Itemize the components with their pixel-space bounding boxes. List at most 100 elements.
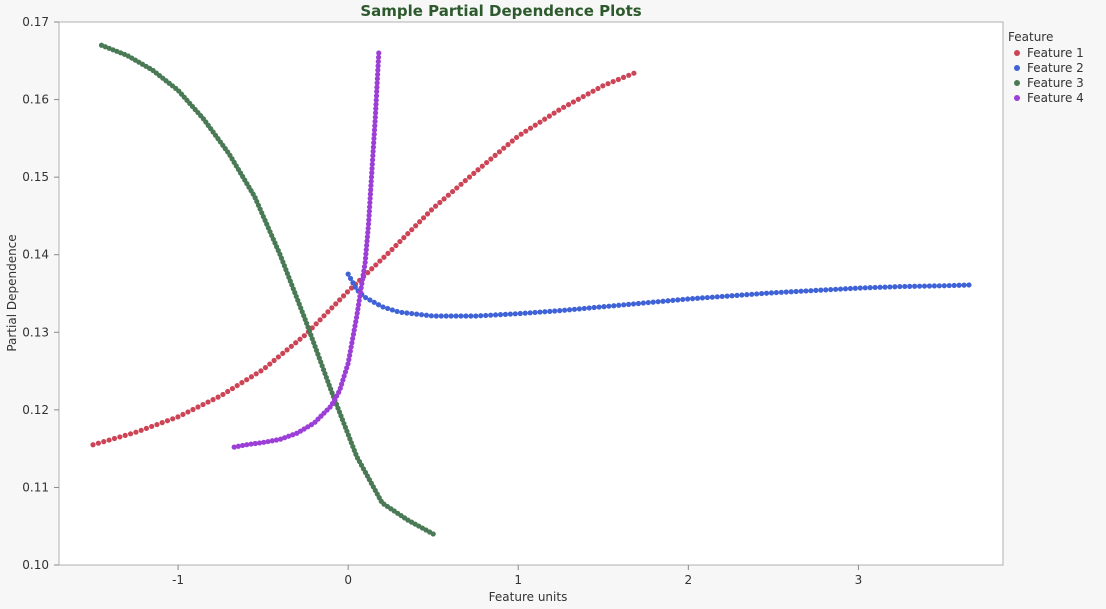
- data-point: [492, 152, 498, 158]
- data-point: [595, 85, 601, 92]
- data-point: [154, 421, 160, 428]
- data-point: [759, 290, 765, 297]
- data-point: [902, 283, 908, 290]
- data-point: [561, 104, 567, 110]
- data-point: [271, 357, 277, 364]
- data-point: [921, 283, 928, 289]
- data-point: [428, 313, 434, 319]
- data-point: [374, 80, 380, 86]
- data-point: [240, 442, 246, 449]
- data-point: [231, 444, 237, 450]
- data-point: [420, 215, 427, 221]
- data-point: [376, 50, 382, 56]
- data-point: [235, 443, 241, 449]
- data-point: [394, 308, 400, 315]
- data-point: [234, 382, 240, 389]
- y-tick-label: 0.12: [22, 403, 49, 417]
- data-point: [355, 302, 362, 308]
- data-point: [645, 299, 651, 306]
- data-point: [729, 293, 735, 299]
- data-point: [278, 436, 284, 442]
- data-point: [912, 283, 918, 289]
- axes: -1 0 1 2 3 0.10 0.11 0.12 0.13 0.14 0.15 0.16 0.17: [22, 15, 862, 587]
- data-point: [532, 309, 538, 316]
- legend-item: Feature 1: [1014, 46, 1084, 60]
- y-tick-label: 0.14: [22, 248, 49, 262]
- data-point: [433, 313, 439, 319]
- data-point: [248, 441, 254, 447]
- data-point: [190, 406, 196, 413]
- legend-label: Feature 4: [1027, 91, 1084, 105]
- data-point: [363, 247, 369, 253]
- data-point: [537, 119, 543, 125]
- data-point: [353, 319, 359, 325]
- data-point: [585, 91, 591, 97]
- data-point: [90, 442, 96, 448]
- data-point: [616, 302, 622, 308]
- data-point: [341, 373, 347, 379]
- data-point: [282, 435, 288, 441]
- data-point: [220, 391, 226, 398]
- data-point: [961, 282, 967, 288]
- series-feature-1: [90, 70, 637, 448]
- data-point: [369, 161, 375, 167]
- data-point: [369, 266, 375, 272]
- data-point: [368, 174, 375, 180]
- data-point: [205, 399, 211, 405]
- data-point: [344, 289, 351, 295]
- data-point: [867, 285, 873, 291]
- data-point: [709, 294, 715, 300]
- data-point: [185, 409, 191, 415]
- data-point: [364, 242, 370, 248]
- data-point: [655, 299, 661, 305]
- data-point: [127, 431, 134, 437]
- data-point: [385, 250, 391, 256]
- data-point: [828, 286, 834, 293]
- data-point: [365, 221, 372, 227]
- data-point: [248, 374, 255, 380]
- data-point: [414, 311, 420, 317]
- data-point: [342, 369, 349, 375]
- x-tick-label: 0: [344, 573, 352, 587]
- data-point: [365, 225, 371, 231]
- data-point: [288, 343, 294, 349]
- data-point: [352, 323, 358, 329]
- data-point: [372, 114, 378, 120]
- data-point: [365, 229, 371, 236]
- y-tick-label: 0.11: [22, 480, 49, 494]
- data-point: [887, 284, 893, 290]
- data-point: [739, 292, 745, 298]
- data-point: [570, 99, 577, 105]
- data-point: [907, 283, 913, 289]
- data-point: [256, 440, 263, 446]
- data-point: [344, 365, 350, 371]
- data-point: [265, 438, 271, 445]
- data-point: [882, 284, 888, 290]
- data-point: [215, 394, 221, 400]
- data-point: [321, 313, 327, 319]
- data-point: [397, 238, 403, 245]
- data-point: [478, 313, 484, 319]
- data-point: [267, 361, 273, 367]
- data-point: [842, 286, 849, 292]
- data-point: [808, 288, 814, 294]
- y-tick-label: 0.17: [22, 15, 49, 29]
- data-point: [615, 76, 621, 83]
- data-point: [106, 437, 112, 443]
- data-point: [362, 294, 369, 301]
- data-point: [353, 314, 360, 321]
- data-point: [803, 288, 809, 294]
- data-point: [852, 285, 858, 291]
- data-point: [164, 418, 171, 424]
- data-point: [650, 299, 656, 305]
- data-point: [445, 192, 451, 198]
- data-point: [527, 310, 533, 316]
- data-point: [262, 364, 269, 371]
- data-point: [364, 234, 371, 240]
- data-point: [375, 54, 382, 60]
- data-point: [833, 286, 839, 292]
- data-point: [375, 67, 381, 73]
- data-point: [275, 354, 282, 360]
- legend-marker: [1014, 65, 1020, 71]
- data-point: [225, 388, 231, 395]
